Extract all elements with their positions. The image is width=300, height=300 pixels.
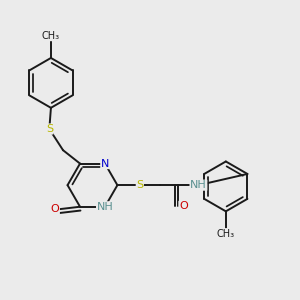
Text: CH₃: CH₃: [42, 31, 60, 41]
Text: O: O: [51, 204, 59, 214]
Text: S: S: [46, 124, 53, 134]
Text: O: O: [179, 201, 188, 211]
Text: CH₃: CH₃: [217, 229, 235, 238]
Text: S: S: [136, 180, 143, 190]
Text: NH: NH: [190, 180, 207, 190]
Text: NH: NH: [97, 202, 113, 212]
Text: N: N: [101, 159, 109, 169]
